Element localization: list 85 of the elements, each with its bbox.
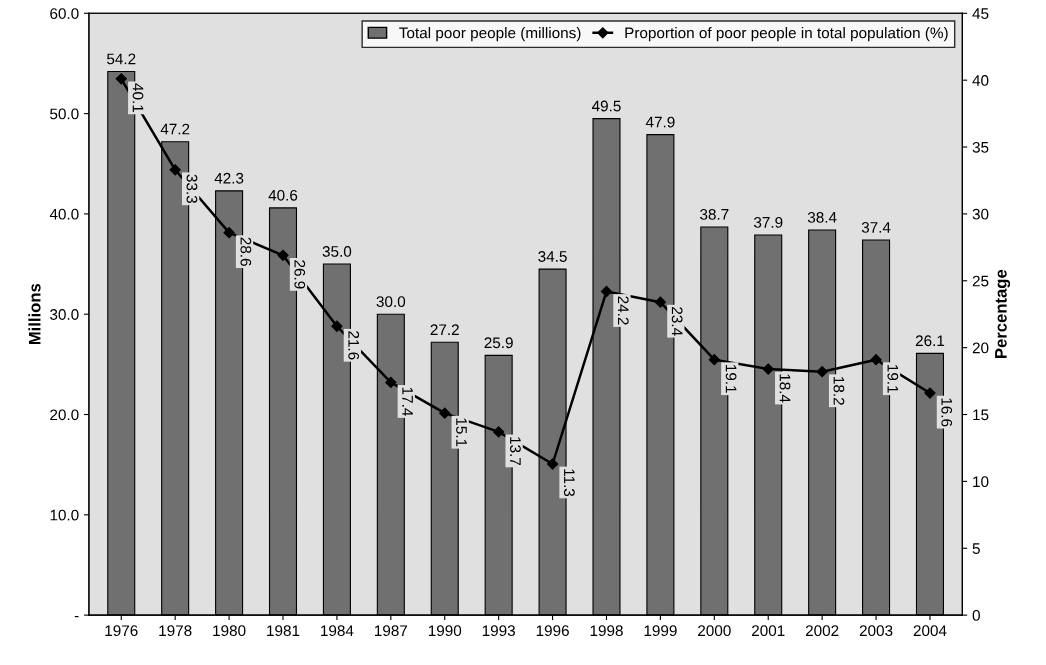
data-label: 23.4 [671, 307, 683, 336]
data-label: 37.9 [753, 216, 783, 228]
data-label: 13.7 [510, 437, 521, 466]
data-label: 21.6 [348, 331, 360, 360]
data-label: 47.9 [645, 116, 675, 128]
point [439, 407, 451, 419]
data-label: 26.1 [915, 335, 945, 347]
x-tick-label: 1999 [644, 625, 677, 637]
point [169, 164, 181, 176]
y2-tick-label: 0 [972, 609, 980, 621]
data-label: 19.1 [887, 365, 899, 393]
x-tick-label: 1993 [482, 625, 515, 637]
x-tick-label: 1981 [267, 625, 300, 637]
point [870, 354, 882, 366]
data-label: 30.0 [376, 296, 406, 308]
y2-tick-label: 25 [972, 275, 989, 287]
data-label: 38.4 [807, 211, 837, 223]
point [708, 354, 720, 366]
y2-tick-label: 45 [972, 8, 989, 19]
y2-tick-label: 15 [973, 409, 989, 421]
x-tick-label: 2002 [805, 625, 839, 637]
x-tick-label: 1987 [375, 625, 408, 637]
data-label: 19.1 [725, 365, 737, 393]
legend-label: Proportion of poor people in total population (%) [625, 27, 948, 42]
data-label: 15.1 [456, 418, 467, 447]
data-label: 27.2 [430, 324, 459, 335]
y-tick-label: 60.0 [50, 8, 79, 19]
x-tick-label: 2001 [752, 625, 785, 637]
point [277, 249, 289, 261]
y-tick-label: 20.0 [50, 409, 79, 421]
x-tick-label: 1996 [536, 625, 569, 637]
y-tick-label: 50.0 [50, 108, 79, 120]
x-tick-label: 2003 [859, 625, 893, 637]
y-axis-title: Millions [28, 283, 41, 345]
y-tick-label: 10.0 [50, 509, 79, 521]
data-label: 25.9 [484, 337, 513, 349]
point [600, 285, 613, 298]
data-label: 37.4 [861, 221, 891, 233]
data-label: 40.6 [268, 189, 298, 201]
point [493, 426, 505, 438]
data-label: 34.5 [538, 251, 567, 262]
y-tick-label: 40.0 [49, 208, 79, 220]
point [924, 387, 936, 399]
y2-tick-label: 10 [973, 476, 989, 488]
data-label: 33.3 [186, 174, 198, 203]
x-tick-label: 1990 [428, 625, 462, 637]
data-label: 54.2 [107, 53, 136, 65]
point [331, 320, 343, 332]
data-label: 40.1 [132, 83, 144, 112]
data-label: 47.2 [160, 123, 190, 135]
data-label: 42.3 [214, 172, 244, 184]
x-tick-label: 1980 [213, 625, 246, 637]
point [115, 73, 127, 85]
point [762, 363, 774, 375]
y-tick-label: - [74, 616, 79, 618]
point [223, 227, 235, 239]
x-tick-label: 1976 [105, 625, 138, 637]
point [654, 296, 667, 308]
x-tick-label: 1998 [590, 625, 623, 637]
y2-tick-label: 5 [972, 543, 980, 554]
data-label: 17.4 [402, 387, 413, 416]
y2-tick-label: 35 [972, 141, 989, 153]
legend-label: Total poor people (millions) [399, 27, 581, 42]
y-tick-label: 30.0 [50, 309, 79, 320]
x-tick-label: 1978 [159, 625, 192, 637]
x-tick-label: 2004 [913, 625, 947, 637]
y2-tick-label: 40 [972, 75, 989, 86]
data-label: 24.2 [617, 296, 629, 325]
data-label: 49.5 [591, 100, 621, 112]
data-label: 26.9 [294, 260, 306, 289]
data-label: 35.0 [322, 246, 352, 257]
point [546, 458, 559, 470]
data-label: 18.2 [833, 377, 845, 405]
y2-axis-title: Percentage [995, 269, 1011, 359]
data-label: 38.7 [700, 208, 729, 220]
point [816, 366, 828, 378]
y2-tick-label: 20 [972, 342, 989, 354]
data-label: 11.3 [563, 469, 575, 497]
x-tick-label: 1984 [321, 625, 354, 637]
point [385, 376, 397, 389]
data-label: 18.4 [779, 374, 791, 403]
data-label: 28.6 [240, 237, 252, 266]
y2-tick-label: 30 [972, 208, 989, 220]
data-label: 16.6 [941, 398, 953, 427]
x-tick-label: 2000 [698, 625, 731, 637]
